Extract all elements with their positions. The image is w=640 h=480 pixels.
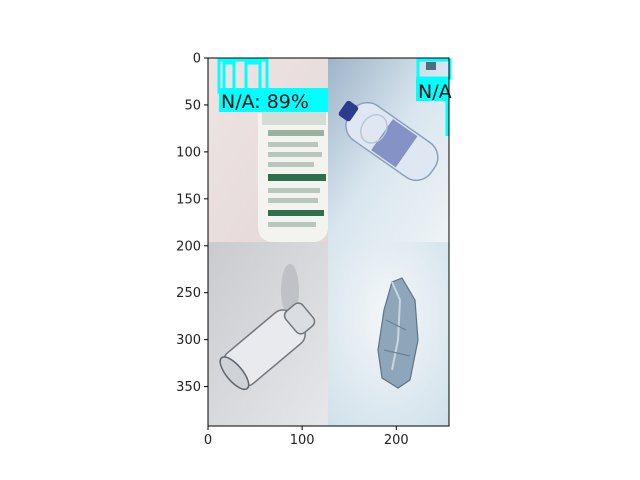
image-mosaic	[208, 58, 449, 426]
tile-bottom-left	[208, 242, 328, 426]
x-tick-label: 200	[384, 433, 409, 448]
x-tick-label: 0	[204, 433, 212, 448]
tile-top-right	[328, 58, 449, 242]
x-tick-label: 100	[290, 433, 315, 448]
y-tick-label: 250	[176, 286, 201, 301]
detection-label-1: N/A: 89%	[221, 91, 309, 113]
detection-label-bg-1	[219, 88, 328, 112]
y-tick-label: 0	[193, 52, 201, 67]
y-tick-label: 50	[184, 98, 201, 113]
detection-box-2: N/A	[416, 58, 452, 136]
detections-overlay: N/A: 89% N/A	[217, 58, 452, 136]
detection-label-2: N/A	[418, 81, 452, 103]
y-tick-label: 200	[176, 239, 201, 254]
detection-label-bg-2	[416, 77, 449, 101]
y-tick-label: 150	[176, 192, 201, 207]
tile-bottom-right	[328, 242, 449, 426]
axes-frame	[207, 57, 450, 427]
x-axis: 0 100 200	[204, 426, 409, 448]
detection-box-1: N/A: 89%	[217, 58, 328, 113]
y-tick-label: 350	[176, 380, 201, 395]
y-axis: 0 50 100 150 200 250 300 350	[176, 52, 208, 395]
y-tick-label: 300	[176, 333, 201, 348]
y-tick-label: 100	[176, 145, 201, 160]
